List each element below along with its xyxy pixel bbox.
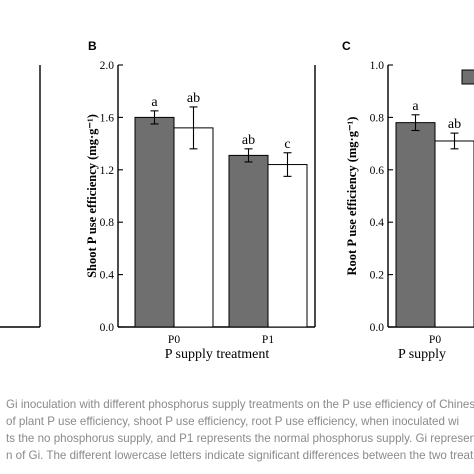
caption-line: ts the no phosphorus supply, and P1 repr… [6,432,474,445]
y-tick-label: 0.0 [370,322,385,334]
legend-swatch [461,69,474,85]
bar [173,127,214,328]
y-tick-label: 2.0 [100,60,115,72]
x-tick-label: P0 [168,334,180,346]
caption-line: n of Gi. The different lowercase letters… [6,449,474,462]
y-axis-label: Shoot P use efficiency (mg·g⁻¹) [85,114,99,278]
y-tick-label: 0.8 [100,217,115,229]
panel-label: B [88,39,97,53]
caption-line: of plant P use efficiency, shoot P use e… [6,415,460,428]
y-tick-label: 0.6 [370,165,385,177]
bar [267,164,308,328]
y-tick-label: 0.8 [370,112,385,124]
y-tick-label: 1.0 [370,60,385,72]
x-axis-label: P supply [398,347,446,362]
y-tick-label: 1.2 [100,165,115,177]
significance-label: c [284,137,290,152]
y-tick-label: 0.2 [370,270,385,282]
significance-label: ab [242,133,255,148]
significance-label: ab [187,91,200,106]
y-axis-label: Root P use efficiency (mg·g⁻¹) [345,117,359,276]
y-tick-label: 0.4 [370,217,385,229]
figure-caption: Gi inoculation with different phosphorus… [0,398,474,474]
bar [134,116,175,328]
y-tick-label: 0.4 [100,270,115,282]
x-tick-label: P0 [429,334,441,346]
x-tick-label: P1 [262,334,274,346]
bar [434,140,474,328]
significance-label: a [412,99,419,114]
bar [228,154,269,328]
significance-label: a [151,95,158,110]
y-tick-label: 0.0 [100,322,115,334]
caption-line: Gi inoculation with different phosphorus… [6,398,474,411]
x-axis-label: P supply treatment [165,347,270,362]
panel-label: C [342,39,351,53]
significance-label: ab [448,117,461,132]
y-tick-label: 1.6 [100,112,115,124]
bar [395,122,436,328]
